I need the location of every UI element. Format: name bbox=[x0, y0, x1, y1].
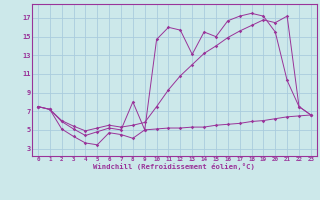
X-axis label: Windchill (Refroidissement éolien,°C): Windchill (Refroidissement éolien,°C) bbox=[93, 164, 255, 170]
